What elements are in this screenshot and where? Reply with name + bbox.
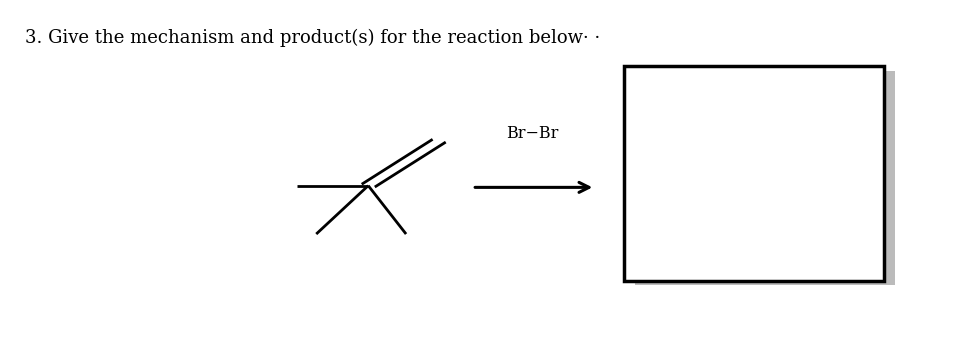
Text: Br−Br: Br−Br: [505, 125, 558, 142]
Bar: [635, 70, 894, 285]
Bar: [623, 67, 882, 281]
Text: 3. Give the mechanism and product(s) for the reaction below· ·: 3. Give the mechanism and product(s) for…: [25, 28, 599, 47]
